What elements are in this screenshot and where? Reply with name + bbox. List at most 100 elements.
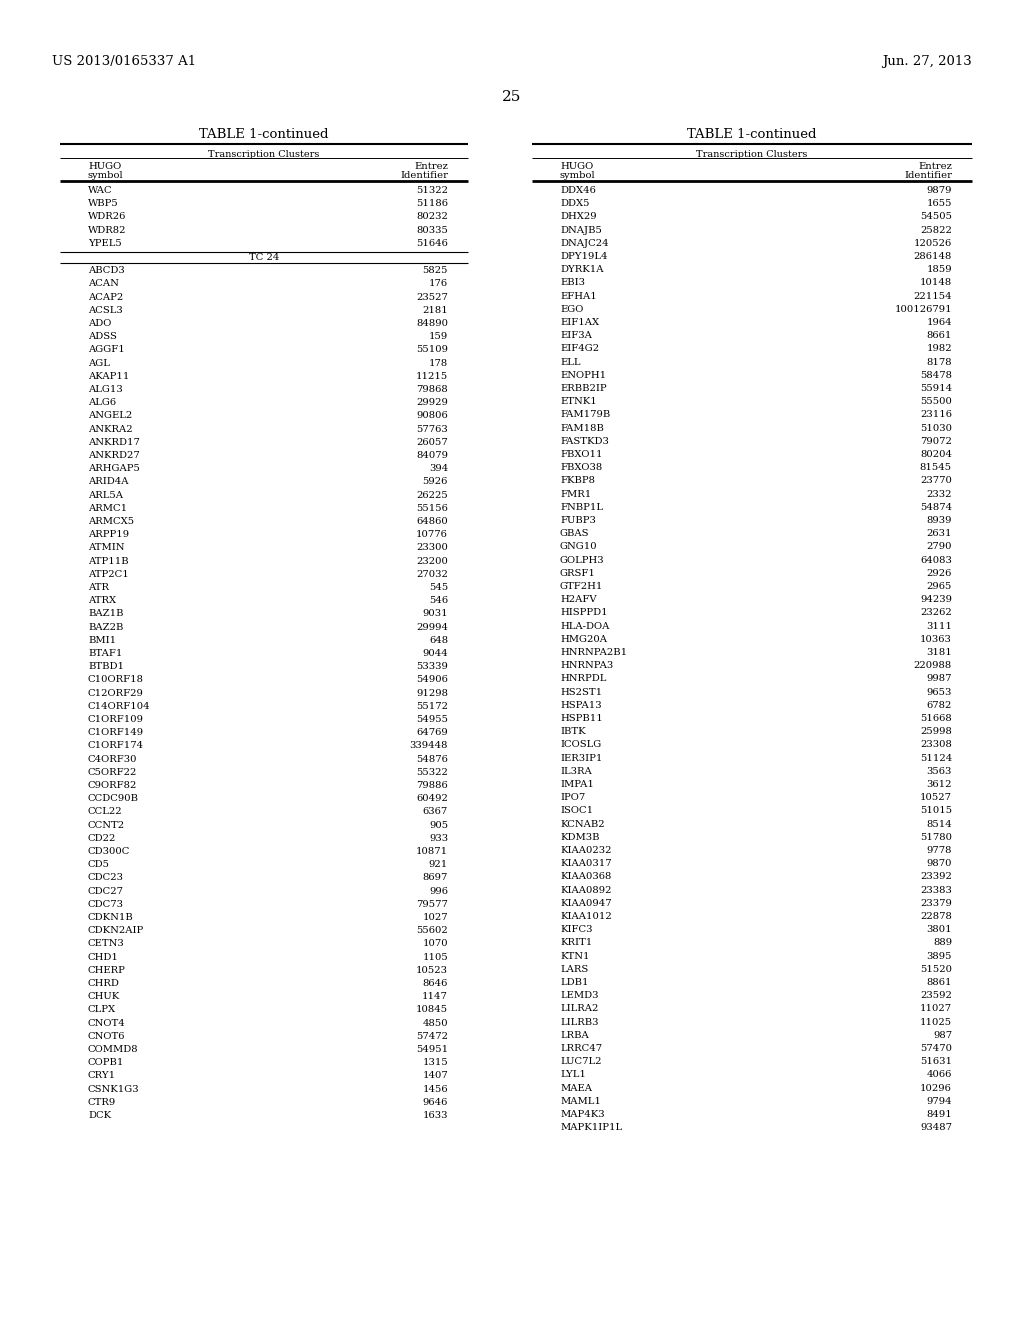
Text: 6782: 6782 [927, 701, 952, 710]
Text: 8939: 8939 [927, 516, 952, 525]
Text: ANGEL2: ANGEL2 [88, 412, 132, 420]
Text: ARMC1: ARMC1 [88, 504, 127, 512]
Text: 3612: 3612 [927, 780, 952, 789]
Text: LRRC47: LRRC47 [560, 1044, 602, 1053]
Text: WDR26: WDR26 [88, 213, 126, 222]
Text: 10776: 10776 [416, 531, 449, 539]
Text: DNAJC24: DNAJC24 [560, 239, 608, 248]
Text: 23308: 23308 [921, 741, 952, 750]
Text: 55156: 55156 [416, 504, 449, 512]
Text: ATP2C1: ATP2C1 [88, 570, 129, 578]
Text: GOLPH3: GOLPH3 [560, 556, 604, 565]
Text: EIF4G2: EIF4G2 [560, 345, 599, 354]
Text: 546: 546 [429, 597, 449, 605]
Text: 9031: 9031 [422, 610, 449, 618]
Text: 64860: 64860 [416, 517, 449, 525]
Text: MAP4K3: MAP4K3 [560, 1110, 604, 1119]
Text: MAML1: MAML1 [560, 1097, 601, 1106]
Text: ANKRD17: ANKRD17 [88, 438, 140, 446]
Text: 3181: 3181 [927, 648, 952, 657]
Text: CCDC90B: CCDC90B [88, 795, 139, 803]
Text: 79577: 79577 [416, 900, 449, 908]
Text: IER3IP1: IER3IP1 [560, 754, 602, 763]
Text: Identifier: Identifier [904, 172, 952, 180]
Text: 4066: 4066 [927, 1071, 952, 1080]
Text: CCNT2: CCNT2 [88, 821, 125, 829]
Text: CD22: CD22 [88, 834, 117, 842]
Text: 23300: 23300 [416, 544, 449, 552]
Text: 25: 25 [503, 90, 521, 104]
Text: 51646: 51646 [416, 239, 449, 248]
Text: GTF2H1: GTF2H1 [560, 582, 603, 591]
Text: CHRD: CHRD [88, 979, 120, 987]
Text: 29994: 29994 [416, 623, 449, 631]
Text: 11215: 11215 [416, 372, 449, 380]
Text: GNG10: GNG10 [560, 543, 598, 552]
Text: DDX5: DDX5 [560, 199, 590, 209]
Text: BMI1: BMI1 [88, 636, 116, 644]
Text: FAM18B: FAM18B [560, 424, 604, 433]
Text: 10148: 10148 [920, 279, 952, 288]
Text: FASTKD3: FASTKD3 [560, 437, 609, 446]
Text: KIFC3: KIFC3 [560, 925, 593, 935]
Text: WBP5: WBP5 [88, 199, 119, 209]
Text: 55914: 55914 [920, 384, 952, 393]
Text: 60492: 60492 [416, 795, 449, 803]
Text: MAEA: MAEA [560, 1084, 592, 1093]
Text: 545: 545 [429, 583, 449, 591]
Text: 51668: 51668 [921, 714, 952, 723]
Text: C1ORF149: C1ORF149 [88, 729, 144, 737]
Text: ANKRA2: ANKRA2 [88, 425, 133, 433]
Text: ARID4A: ARID4A [88, 478, 128, 486]
Text: 286148: 286148 [913, 252, 952, 261]
Text: C10ORF18: C10ORF18 [88, 676, 144, 684]
Text: 29929: 29929 [416, 399, 449, 407]
Text: GRSF1: GRSF1 [560, 569, 596, 578]
Text: 2181: 2181 [422, 306, 449, 314]
Text: 54876: 54876 [416, 755, 449, 763]
Text: CDC23: CDC23 [88, 874, 124, 882]
Text: HNRNPA2B1: HNRNPA2B1 [560, 648, 627, 657]
Text: 1859: 1859 [927, 265, 952, 275]
Text: EIF1AX: EIF1AX [560, 318, 599, 327]
Text: 23379: 23379 [921, 899, 952, 908]
Text: C9ORF82: C9ORF82 [88, 781, 137, 789]
Text: C14ORF104: C14ORF104 [88, 702, 151, 710]
Text: 79868: 79868 [416, 385, 449, 393]
Text: C1ORF109: C1ORF109 [88, 715, 144, 723]
Text: HNRPDL: HNRPDL [560, 675, 606, 684]
Text: 51520: 51520 [920, 965, 952, 974]
Text: 178: 178 [429, 359, 449, 367]
Text: 1982: 1982 [927, 345, 952, 354]
Text: CETN3: CETN3 [88, 940, 125, 948]
Text: FAM179B: FAM179B [560, 411, 610, 420]
Text: ARL5A: ARL5A [88, 491, 123, 499]
Text: HS2ST1: HS2ST1 [560, 688, 602, 697]
Text: 3111: 3111 [926, 622, 952, 631]
Text: 94239: 94239 [920, 595, 952, 605]
Text: CLPX: CLPX [88, 1006, 116, 1014]
Text: DYRK1A: DYRK1A [560, 265, 603, 275]
Text: TC 24: TC 24 [249, 253, 280, 261]
Text: ATRX: ATRX [88, 597, 116, 605]
Text: 9044: 9044 [422, 649, 449, 657]
Text: 79072: 79072 [921, 437, 952, 446]
Text: HSPB11: HSPB11 [560, 714, 603, 723]
Text: 2332: 2332 [927, 490, 952, 499]
Text: Transcription Clusters: Transcription Clusters [696, 150, 808, 158]
Text: C1ORF174: C1ORF174 [88, 742, 144, 750]
Text: 987: 987 [933, 1031, 952, 1040]
Text: ISOC1: ISOC1 [560, 807, 593, 816]
Text: KIAA0947: KIAA0947 [560, 899, 611, 908]
Text: 55500: 55500 [921, 397, 952, 407]
Text: ABCD3: ABCD3 [88, 267, 125, 275]
Text: 8646: 8646 [423, 979, 449, 987]
Text: FKBP8: FKBP8 [560, 477, 595, 486]
Text: ENOPH1: ENOPH1 [560, 371, 606, 380]
Text: symbol: symbol [88, 172, 124, 180]
Text: FBXO11: FBXO11 [560, 450, 602, 459]
Text: LEMD3: LEMD3 [560, 991, 598, 1001]
Text: ADSS: ADSS [88, 333, 117, 341]
Text: 58478: 58478 [920, 371, 952, 380]
Text: WAC: WAC [88, 186, 113, 195]
